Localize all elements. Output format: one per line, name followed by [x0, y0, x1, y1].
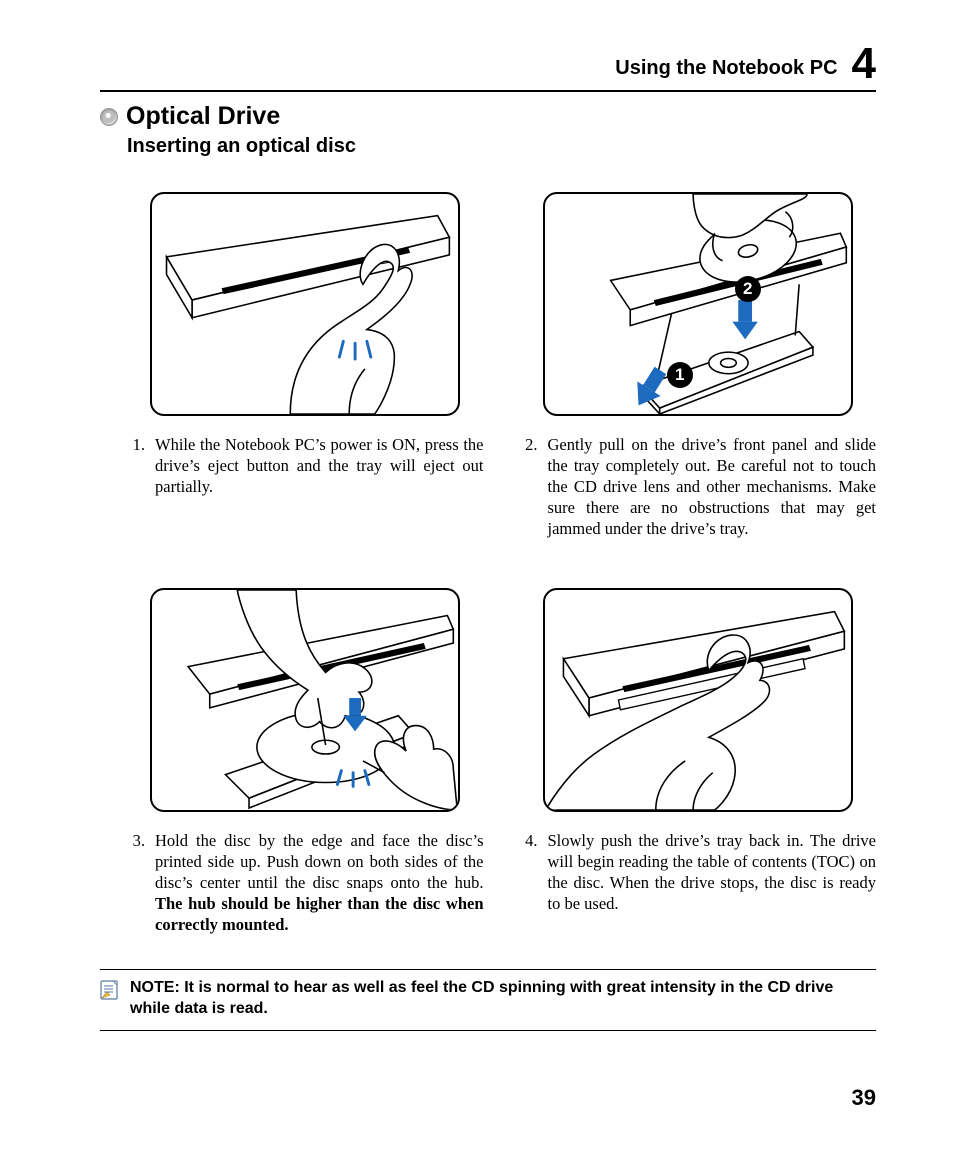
page-header: Using the Notebook PC 4	[100, 42, 876, 92]
step-3-body: Hold the disc by the edge and face the d…	[155, 830, 484, 936]
callout-badge-1: 1	[667, 362, 693, 388]
step-4-number: 4.	[520, 830, 538, 914]
step-3-number: 3.	[127, 830, 145, 936]
subsection-title: Inserting an optical disc	[127, 135, 876, 158]
step-1-text: 1. While the Notebook PC’s power is ON, …	[127, 434, 484, 497]
step-1-number: 1.	[127, 434, 145, 497]
figure-4-svg	[545, 590, 851, 810]
disc-icon	[100, 108, 118, 126]
step-4-body: Slowly push the drive’s tray back in. Th…	[548, 830, 877, 914]
note-block: NOTE: It is normal to hear as well as fe…	[100, 969, 876, 1031]
step-1-body: While the Notebook PC’s power is ON, pre…	[155, 434, 484, 497]
callout-badge-2: 2	[735, 276, 761, 302]
step-2-body: Gently pull on the drive’s front panel a…	[548, 434, 877, 540]
note-icon	[100, 980, 118, 1000]
step-3-text: 3. Hold the disc by the edge and face th…	[127, 830, 484, 936]
page-number: 39	[852, 1085, 876, 1111]
step-2: 2 1 2. Gently pull on the drive’s front …	[520, 192, 877, 540]
figure-1	[150, 192, 460, 416]
section-title: Optical Drive	[126, 102, 280, 131]
figure-4	[543, 588, 853, 812]
step-4: 4. Slowly push the drive’s tray back in.…	[520, 588, 877, 936]
steps-grid: 1. While the Notebook PC’s power is ON, …	[127, 192, 876, 935]
section-title-row: Optical Drive	[100, 102, 876, 131]
step-4-text: 4. Slowly push the drive’s tray back in.…	[520, 830, 877, 914]
figure-3	[150, 588, 460, 812]
note-text: NOTE: It is normal to hear as well as fe…	[130, 978, 876, 1020]
figure-1-svg	[152, 194, 458, 414]
figure-2-svg	[545, 194, 851, 414]
step-3: 3. Hold the disc by the edge and face th…	[127, 588, 484, 936]
chapter-number: 4	[852, 42, 876, 86]
figure-2: 2 1	[543, 192, 853, 416]
figure-3-svg	[152, 590, 458, 810]
step-1: 1. While the Notebook PC’s power is ON, …	[127, 192, 484, 540]
step-2-number: 2.	[520, 434, 538, 540]
step-2-text: 2. Gently pull on the drive’s front pane…	[520, 434, 877, 540]
header-text: Using the Notebook PC	[615, 57, 837, 86]
